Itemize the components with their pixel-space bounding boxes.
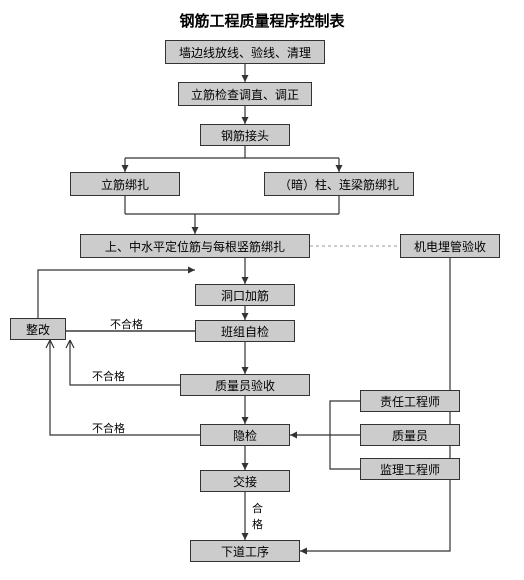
edge-label-l3: 不合格 (92, 420, 125, 436)
edge-label-l4a: 合 (252, 500, 263, 516)
flowchart-node-n5: （暗）柱、连梁筋绑扎 (264, 172, 414, 196)
edge-label-l2: 不合格 (92, 368, 125, 384)
flowchart-node-n2: 立筋检查调直、调正 (178, 82, 312, 106)
flowchart-node-n12: 隐检 (200, 424, 290, 446)
flowchart-node-n10: 整改 (10, 318, 66, 340)
flowchart-node-n16: 交接 (200, 470, 290, 492)
edge-label-l1: 不合格 (110, 316, 143, 332)
flowchart-node-n1: 墙边线放线、验线、清理 (165, 40, 325, 64)
flowchart-node-n17: 下道工序 (190, 540, 300, 562)
flowchart-node-n13: 责任工程师 (360, 390, 460, 412)
flowchart-node-n3: 钢筋接头 (200, 124, 290, 146)
flowchart-node-n8: 洞口加筋 (195, 284, 295, 306)
flowchart-node-n11: 质量员验收 (180, 374, 310, 396)
flowchart-node-n9: 班组自检 (195, 320, 295, 342)
edge-label-l4b: 格 (252, 516, 263, 532)
flowchart-node-n4: 立筋绑扎 (70, 172, 180, 196)
flowchart-node-n14: 质量员 (360, 424, 460, 446)
flowchart-node-n7: 机电埋管验收 (400, 234, 500, 258)
flowchart-node-n6: 上、中水平定位筋与每根竖筋绑扎 (80, 234, 310, 258)
flowchart-node-n15: 监理工程师 (360, 458, 460, 480)
page-title: 钢筋工程质量程序控制表 (0, 10, 524, 31)
